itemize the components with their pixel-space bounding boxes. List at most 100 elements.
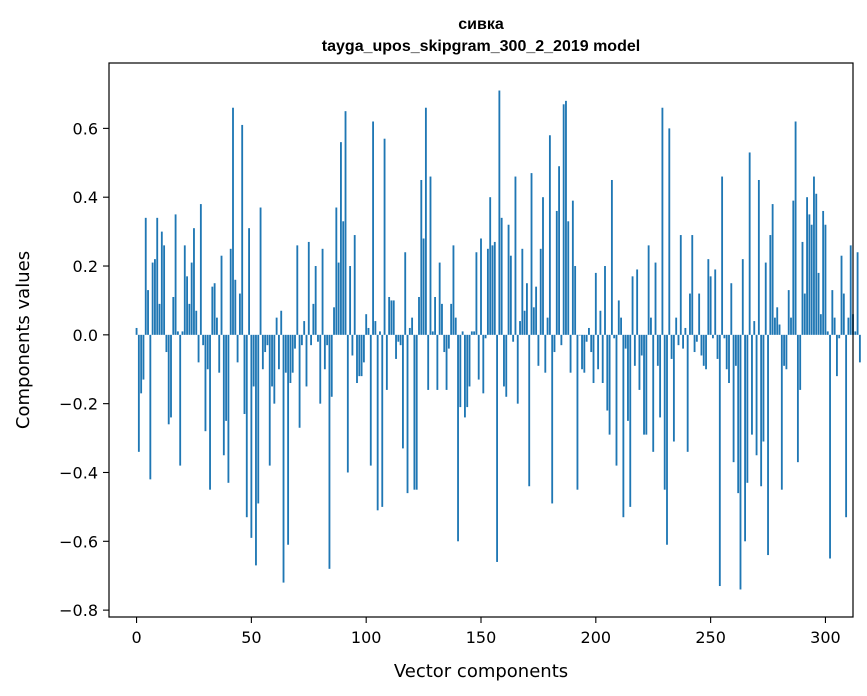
bar [486, 248, 489, 335]
bar [372, 121, 374, 335]
bar [144, 217, 147, 335]
bar [695, 334, 698, 342]
bar [526, 283, 528, 335]
bar [574, 266, 577, 335]
bar [172, 296, 175, 335]
bar [367, 327, 370, 335]
bar [181, 331, 184, 335]
bar [459, 334, 462, 408]
bar [604, 266, 606, 335]
bar [275, 317, 278, 335]
bar [424, 107, 427, 335]
bar [829, 334, 831, 559]
bar [330, 334, 333, 397]
bar [255, 334, 257, 566]
bar [606, 334, 609, 411]
bar [806, 197, 808, 335]
bar [229, 248, 232, 335]
bar [705, 334, 707, 370]
bar [202, 334, 205, 346]
x-tick-label: 150 [466, 628, 497, 647]
bar [544, 334, 547, 373]
bar [555, 210, 558, 335]
bar [799, 334, 802, 390]
bar [480, 238, 482, 335]
bar [390, 300, 393, 335]
bar [757, 179, 760, 335]
bar [592, 334, 595, 384]
bar [298, 334, 301, 428]
bar [581, 334, 583, 370]
bar [252, 334, 255, 387]
bar [610, 179, 613, 335]
bar [243, 334, 246, 414]
bar [732, 334, 735, 463]
bar [666, 334, 668, 545]
bar [659, 334, 662, 418]
bar [447, 334, 450, 349]
bar [273, 334, 276, 404]
bar [691, 235, 694, 335]
bar [521, 248, 524, 335]
bar [712, 334, 714, 339]
bar [588, 327, 590, 335]
bar [310, 334, 312, 346]
bar [643, 334, 645, 435]
x-tick-label: 100 [351, 628, 382, 647]
bar [707, 259, 710, 335]
bar [597, 334, 600, 370]
bar [771, 204, 774, 335]
chart-title: сивка [458, 16, 504, 33]
bar [838, 334, 841, 339]
y-tick-label: 0.0 [73, 326, 98, 345]
bar [819, 314, 822, 335]
bar [452, 245, 455, 335]
bar [436, 334, 439, 390]
bar [693, 334, 696, 353]
bar [845, 334, 848, 518]
y-axis-label: Components values [13, 251, 34, 429]
bar [406, 334, 409, 494]
bar [702, 334, 705, 366]
bar [741, 259, 744, 335]
bar [303, 321, 306, 335]
bar [803, 293, 806, 335]
bar [135, 327, 138, 335]
bar [383, 138, 386, 335]
bar [218, 334, 221, 373]
bar [353, 235, 356, 335]
bar [620, 317, 622, 335]
y-tick-label: 0.4 [73, 188, 98, 207]
bar [498, 90, 501, 335]
bar [661, 107, 664, 335]
bar [305, 334, 308, 387]
bar [211, 286, 214, 335]
bar [250, 334, 253, 538]
bar [300, 334, 303, 346]
bar [801, 241, 804, 335]
bar [601, 334, 604, 384]
bar [858, 334, 861, 363]
bar [360, 334, 363, 377]
bar [500, 217, 503, 335]
bar [259, 207, 262, 335]
bar [282, 334, 285, 583]
bar [748, 152, 751, 335]
bar [388, 296, 391, 335]
bar [622, 334, 625, 518]
bar [429, 176, 432, 335]
bar [509, 255, 512, 335]
bar [376, 334, 379, 511]
bar [725, 334, 728, 370]
bar [450, 303, 453, 335]
bar [856, 252, 859, 335]
x-tick-label: 50 [241, 628, 261, 647]
bar [546, 317, 549, 335]
bar [314, 266, 317, 335]
bar [542, 197, 544, 335]
bar [760, 334, 763, 487]
bar [737, 334, 740, 494]
bar [232, 107, 234, 335]
bar [280, 310, 283, 335]
